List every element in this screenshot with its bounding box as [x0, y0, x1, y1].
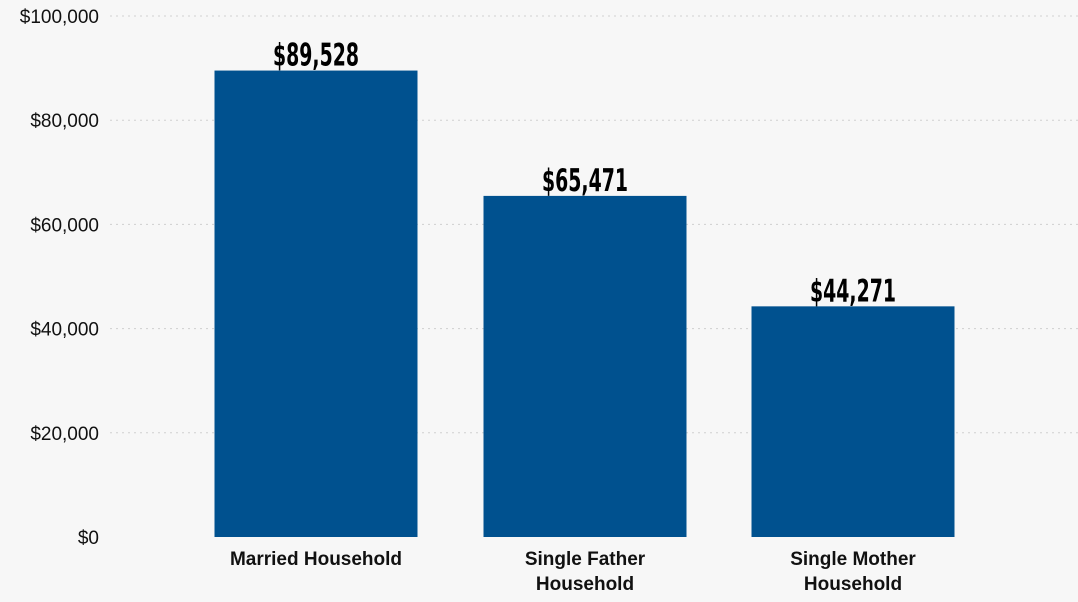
- bar: [483, 195, 687, 537]
- x-category-label: Household: [536, 574, 634, 595]
- data-labels: $89,528 $65,471 $44,271: [273, 38, 896, 310]
- data-label: $65,471: [542, 163, 628, 199]
- y-axis-ticks: $0 $20,000 $40,000 $60,000 $80,000 $100,000: [20, 7, 99, 549]
- y-tick-label: $0: [78, 528, 99, 549]
- x-category-label: Married Household: [230, 549, 402, 570]
- bar: [214, 70, 418, 538]
- x-axis-categories: Married Household Single Father Household S…: [230, 549, 916, 595]
- y-tick-label: $80,000: [30, 111, 99, 132]
- data-label: $89,528: [273, 38, 359, 74]
- y-tick-label: $60,000: [30, 215, 99, 236]
- x-category-label: Single Mother: [790, 549, 916, 570]
- x-category-label: Single Father: [525, 549, 646, 570]
- y-tick-label: $100,000: [20, 7, 99, 28]
- y-tick-label: $40,000: [30, 320, 99, 341]
- bar: [751, 306, 955, 537]
- data-label: $44,271: [810, 273, 896, 309]
- y-tick-label: $20,000: [30, 424, 99, 445]
- x-category-label: Household: [804, 574, 902, 595]
- bars: [214, 70, 955, 538]
